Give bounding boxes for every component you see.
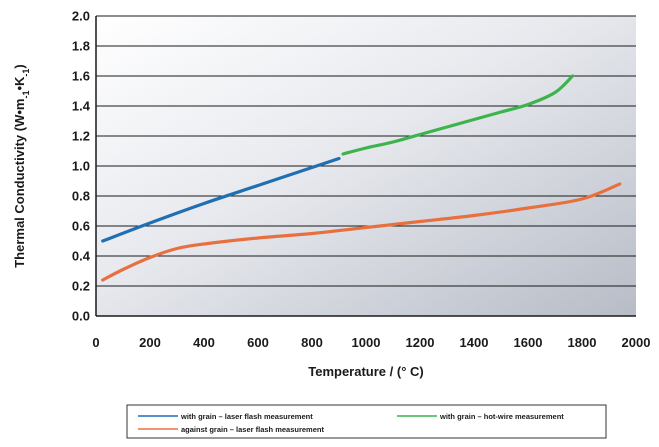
- x-tick-label: 1000: [352, 335, 381, 350]
- legend-label-with-grain-hot-wire: with grain – hot-wire measurement: [439, 412, 564, 421]
- y-tick-label: 0.2: [72, 279, 90, 294]
- y-tick-label: 0.4: [72, 249, 91, 264]
- x-tick-label: 1400: [460, 335, 489, 350]
- x-tick-labels: 0 200 400 600 800 1000 1200 1400 1600 1800 2000: [92, 335, 650, 350]
- y-axis-title: Thermal Conductivity (W•m-1•K-1): [12, 64, 31, 268]
- y-tick-label: 1.4: [72, 99, 91, 114]
- series-line-1: [341, 74, 575, 156]
- y-tick-label: 1.2: [72, 129, 90, 144]
- legend-label-against-grain-laser: against grain – laser flash measurement: [181, 425, 324, 434]
- legend: with grain – laser flash measurement wit…: [126, 404, 607, 439]
- legend-box: [126, 404, 607, 439]
- legend-label-with-grain-laser: with grain – laser flash measurement: [180, 412, 313, 421]
- y-tick-label: 1.0: [72, 159, 90, 174]
- series-line-2: [101, 182, 622, 282]
- x-tick-label: 800: [301, 335, 323, 350]
- y-tick-labels: 0.0 0.2 0.4 0.6 0.8 1.0 1.2 1.4 1.6 1.8 2.0: [72, 9, 91, 324]
- y-tick-label: 0.0: [72, 309, 90, 324]
- y-tick-label: 0.6: [72, 219, 90, 234]
- x-tick-label: 200: [139, 335, 161, 350]
- series-line-0: [101, 156, 341, 243]
- x-tick-label: 2000: [622, 335, 651, 350]
- series-layer: [101, 74, 622, 282]
- x-tick-label: 1800: [568, 335, 597, 350]
- x-tick-label: 1600: [514, 335, 543, 350]
- x-axis-title: Temperature / (° C): [308, 364, 423, 379]
- x-tick-label: 1200: [406, 335, 435, 350]
- y-tick-label: 1.6: [72, 69, 90, 84]
- x-tick-label: 400: [193, 335, 215, 350]
- y-tick-label: 1.8: [72, 39, 90, 54]
- x-tick-label: 600: [247, 335, 269, 350]
- y-tick-label: 2.0: [72, 9, 90, 24]
- y-tick-label: 0.8: [72, 189, 90, 204]
- x-tick-label: 0: [92, 335, 99, 350]
